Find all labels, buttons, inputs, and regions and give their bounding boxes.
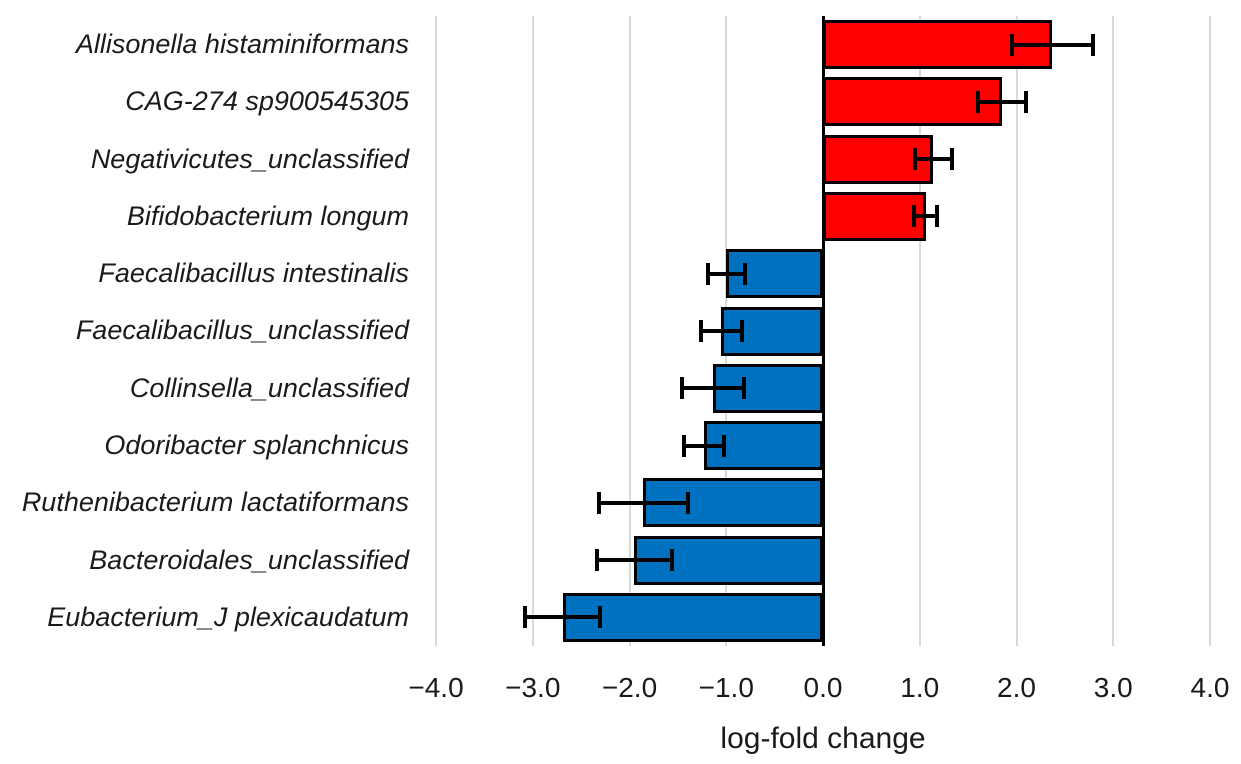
error-bar-cap: [1024, 90, 1029, 113]
error-bar: [977, 99, 1027, 104]
bar: [562, 592, 823, 642]
error-bar-cap: [975, 90, 980, 113]
error-bar: [525, 615, 601, 620]
error-bar-cap: [594, 549, 599, 572]
category-label: Odoribacter splanchnicus: [104, 430, 409, 461]
error-bar-cap: [741, 377, 746, 400]
gridline: [628, 16, 631, 646]
x-tick-label: 4.0: [1190, 672, 1230, 703]
x-tick-label: −1.0: [698, 672, 754, 703]
error-bar: [913, 214, 938, 219]
gridline: [918, 16, 921, 646]
category-label: Allisonella histaminiformans: [75, 29, 409, 60]
error-bar: [1011, 42, 1093, 47]
error-bar-cap: [699, 320, 704, 342]
error-bar-cap: [739, 320, 744, 342]
gridline: [1209, 16, 1211, 646]
category-label: Faecalibacillus intestinalis: [98, 258, 409, 289]
gridline: [531, 16, 534, 646]
error-bar-cap: [912, 148, 917, 171]
x-axis-title: log-fold change: [720, 722, 926, 755]
error-bar: [598, 500, 688, 505]
gridline: [435, 16, 437, 646]
category-label: CAG-274 sp900545305: [125, 86, 409, 117]
error-bar-cap: [742, 262, 747, 285]
error-bar-cap: [705, 262, 710, 285]
error-bar-cap: [670, 549, 675, 572]
error-bar: [914, 157, 952, 162]
category-label: Collinsella_unclassified: [129, 372, 409, 403]
error-bar-cap: [1009, 33, 1014, 56]
zero-axis-line: [821, 16, 825, 646]
error-bar: [683, 443, 725, 448]
category-label: Bifidobacterium longum: [126, 200, 409, 231]
error-bar: [707, 271, 745, 276]
error-bar-cap: [1090, 33, 1095, 56]
error-bar-cap: [685, 491, 690, 514]
category-label: Bacteroidales_unclassified: [89, 544, 409, 575]
x-tick-label: −2.0: [601, 672, 658, 703]
category-label: Negativicutes_unclassified: [90, 143, 409, 174]
plot-area: [435, 16, 1211, 646]
x-tick-label: −4.0: [408, 672, 464, 703]
error-bar: [596, 558, 673, 563]
x-tick-label: 0.0: [803, 672, 843, 703]
error-bar-cap: [523, 606, 527, 629]
x-tick-label: 2.0: [997, 672, 1036, 703]
error-bar: [681, 386, 744, 391]
x-tick-label: 1.0: [900, 672, 940, 703]
error-bar: [701, 329, 742, 333]
error-bar-cap: [681, 434, 686, 457]
x-tick-label: 3.0: [1093, 672, 1133, 703]
bar: [823, 77, 1002, 127]
error-bar-cap: [598, 606, 603, 629]
error-bar-cap: [949, 148, 954, 171]
error-bar-cap: [911, 205, 916, 228]
x-tick-label: −3.0: [505, 672, 561, 703]
category-label: Eubacterium_J plexicaudatum: [47, 601, 409, 632]
category-label: Faecalibacillus_unclassified: [75, 315, 409, 346]
error-bar-cap: [679, 377, 684, 400]
error-bar-cap: [596, 491, 601, 514]
gridline: [1112, 16, 1115, 646]
bar: [823, 191, 926, 241]
error-bar-cap: [935, 205, 940, 228]
error-bar-cap: [722, 434, 727, 457]
gridline: [1015, 16, 1018, 646]
category-label: Ruthenibacterium lactatiformans: [21, 487, 409, 518]
